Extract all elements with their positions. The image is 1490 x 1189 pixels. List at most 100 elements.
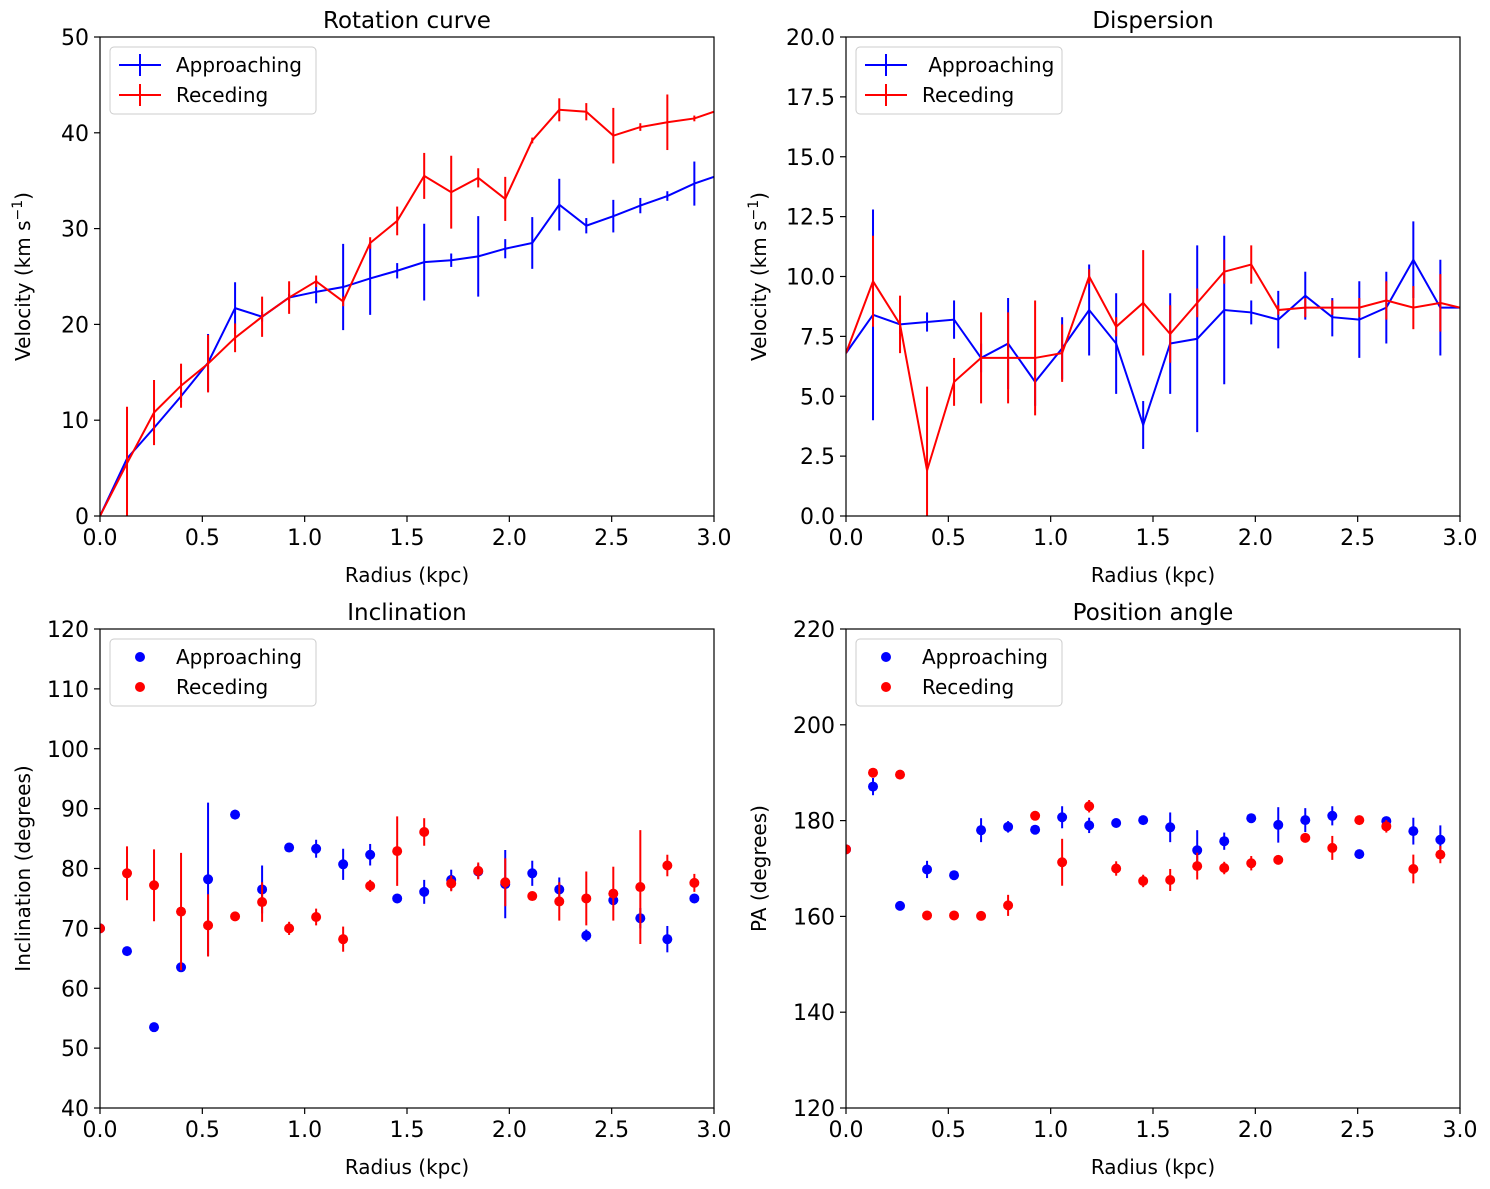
inclination-series-receding-point (554, 896, 565, 907)
position-angle-series-approaching-point (1300, 815, 1311, 826)
position-angle-series-receding-point (1111, 863, 1122, 874)
rotation-curve-y-tick-label: 10 (61, 409, 89, 434)
inclination-series-receding-point (446, 878, 457, 889)
dispersion-y-axis-label-sup: −1 (746, 200, 762, 221)
position-angle-y-axis-label-main: PA (degrees) (747, 805, 771, 932)
position-angle-series-approaching-point (1219, 836, 1230, 847)
inclination-series-receding-point (419, 826, 430, 837)
rotation-curve-y-axis-label-tail: ) (11, 192, 35, 200)
inclination-y-tick-label: 40 (61, 1097, 89, 1122)
inclination-series-receding-point (689, 877, 700, 888)
position-angle-series-approaching-point (1003, 821, 1014, 832)
inclination-y-tick-label: 120 (47, 618, 89, 643)
inclination-y-axis-label: Inclination (degrees) (11, 765, 35, 971)
position-angle-axes-frame (845, 628, 1461, 1109)
inclination-series-approaching-point (203, 874, 214, 885)
inclination-series-approaching-point (527, 868, 538, 879)
inclination-legend-approaching-marker (135, 652, 145, 662)
position-angle-series-receding-point (1435, 849, 1446, 860)
rotation-curve-y-axis-label-main: Velocity (km s (11, 220, 35, 360)
dispersion-x-tick-label: 2.5 (1340, 526, 1375, 551)
position-angle-legend: Approaching Receding (855, 638, 1063, 707)
position-angle-series-approaching-point (1354, 849, 1365, 860)
position-angle-series-receding-point (1381, 821, 1392, 832)
inclination-series-approaching-point (662, 934, 673, 945)
dispersion-y-tick-label: 17.5 (786, 86, 835, 111)
position-angle-x-tick-label: 1.0 (1033, 1118, 1068, 1143)
inclination-series-approaching-point (311, 843, 322, 854)
dispersion-x-tick-label: 0.0 (829, 526, 864, 551)
inclination-x-tick-label: 2.5 (594, 1118, 629, 1143)
position-angle-series-receding-point (949, 910, 960, 921)
position-angle-y-tick-label: 160 (793, 905, 835, 930)
position-angle-x-tick-label: 0.5 (931, 1118, 966, 1143)
inclination-legend-receding-marker (135, 682, 145, 692)
rotation-curve-y-axis-label: Velocity (km s−1) (10, 192, 35, 361)
inclination-y-tick-label: 90 (61, 798, 89, 823)
position-angle-x-axis-label: Radius (kpc) (1091, 1155, 1215, 1179)
dispersion-y-tick-label: 10.0 (786, 266, 835, 291)
position-angle-y-axis-label: PA (degrees) (747, 805, 771, 932)
inclination-series-approaching-point (581, 930, 592, 941)
dispersion-y-tick-label: 7.5 (800, 325, 835, 350)
rotation-curve-series-receding-line (100, 108, 714, 516)
inclination-series-approaching-point (284, 842, 295, 853)
position-angle-series-approaching-point (922, 864, 933, 875)
rotation-curve-x-tick-label: 1.0 (287, 526, 322, 551)
position-angle-series-receding-point (922, 910, 933, 921)
inclination-plot-area (100, 802, 700, 1033)
position-angle-x-tick-label: 2.0 (1238, 1118, 1273, 1143)
dispersion-x-tick-label: 3.0 (1443, 526, 1478, 551)
inclination-series-approaching-point (365, 849, 376, 860)
position-angle-x-tick-label: 1.5 (1136, 1118, 1171, 1143)
position-angle-series-approaching-point (1165, 822, 1176, 833)
position-angle-series-approaching-point (976, 825, 987, 836)
inclination-series-receding-point (392, 846, 403, 857)
rotation-curve-y-tick-label: 0 (75, 505, 89, 530)
dispersion-x-tick-label: 2.0 (1238, 526, 1273, 551)
inclination-series-receding-point (149, 880, 160, 891)
rotation-curve-y-tick-label: 50 (61, 26, 89, 51)
dispersion-legend-receding-label: Receding (922, 83, 1014, 107)
position-angle-series-approaching-point (1192, 845, 1203, 856)
dispersion-x-axis-label: Radius (kpc) (1091, 563, 1215, 587)
inclination-series-approaching-point (338, 859, 349, 870)
position-angle-series-approaching-point (1408, 826, 1419, 837)
position-angle-series-approaching-point (1327, 810, 1338, 821)
position-angle-series-receding-point (1165, 874, 1176, 885)
dispersion-axes-frame (845, 36, 1461, 517)
position-angle-title: Position angle (1073, 600, 1234, 626)
dispersion-legend-box (855, 46, 1063, 115)
dispersion-title: Dispersion (1092, 8, 1213, 34)
dispersion-y-tick-label: 15.0 (786, 146, 835, 171)
position-angle-series-receding-point (1084, 801, 1095, 812)
position-angle-legend-receding-label: Receding (922, 675, 1014, 699)
inclination-series-approaching-point (689, 893, 700, 904)
inclination-y-tick-label: 50 (61, 1037, 89, 1062)
inclination-series-approaching-point (419, 886, 430, 897)
inclination-x-axis-label: Radius (kpc) (345, 1155, 469, 1179)
position-angle-legend-approaching-label: Approaching (922, 645, 1048, 669)
inclination-series-receding-point (581, 893, 592, 904)
inclination-x-tick-label: 3.0 (697, 1118, 732, 1143)
rotation-curve-legend: Approaching Receding (109, 46, 317, 115)
position-angle-series-approaching-point (1273, 819, 1284, 830)
inclination-legend-receding-label: Receding (176, 675, 268, 699)
dispersion-x-tick-label: 0.5 (931, 526, 966, 551)
dispersion-y-axis-label-main: Velocity (km s (747, 220, 771, 360)
inclination-y-tick-label: 110 (47, 678, 89, 703)
rotation-curve-series-approaching-line (100, 175, 714, 516)
position-angle-series-approaching-point (895, 900, 906, 911)
position-angle-legend-receding-marker (881, 682, 891, 692)
rotation-curve-x-tick-label: 0.0 (83, 526, 118, 551)
inclination-series-receding-point (284, 923, 295, 934)
rotation-curve-legend-approaching-label: Approaching (176, 53, 302, 77)
position-angle-series-receding-point (846, 844, 851, 855)
position-angle-series-approaching-point (1030, 824, 1041, 835)
inclination-x-tick-label: 0.0 (83, 1118, 118, 1143)
position-angle-x-tick-label: 2.5 (1340, 1118, 1375, 1143)
inclination-series-receding-point (500, 877, 511, 888)
inclination-series-receding-point (608, 888, 619, 899)
inclination-series-receding-point (100, 923, 105, 934)
rotation-curve-y-tick-label: 30 (61, 218, 89, 243)
